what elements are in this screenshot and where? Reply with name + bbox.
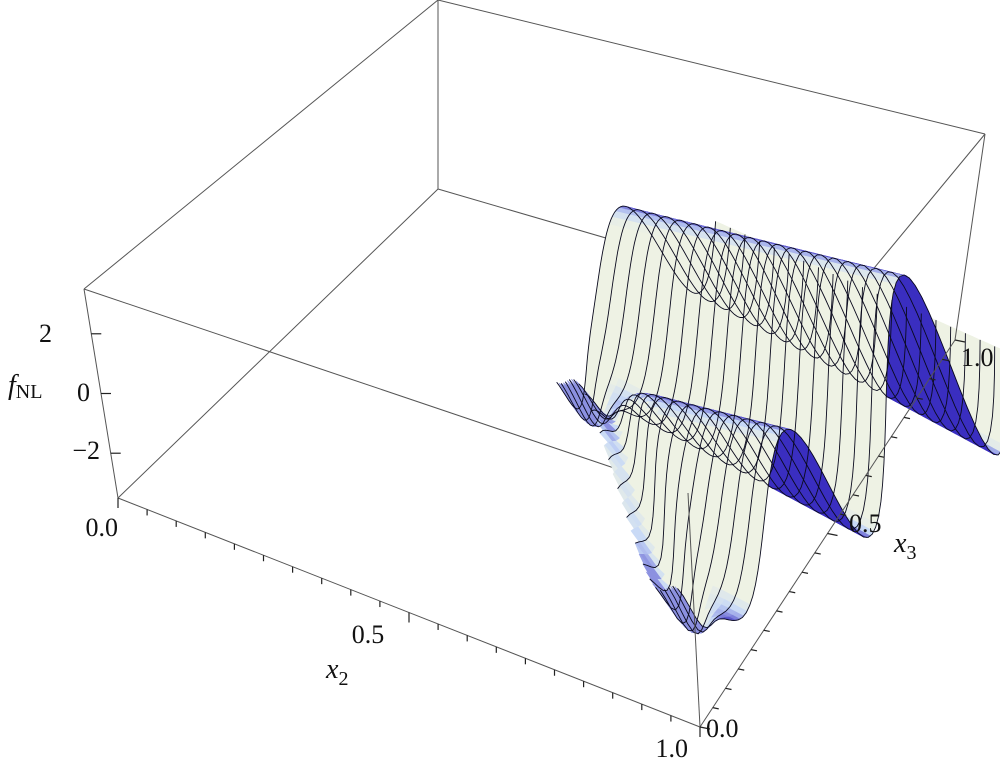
tick-mark [738,668,745,671]
surface-patch [877,400,887,426]
x2-tick-label: 0.0 [86,513,119,542]
z-tick-label: 2 [39,319,52,348]
surface-patch [876,442,886,467]
surface-patch [805,354,815,377]
tick-mark [776,610,783,613]
mesh-line [655,257,937,611]
x2-axis-label-sub: 2 [338,668,348,690]
surface-patch [856,371,866,397]
surface-patch [996,429,1000,444]
tick-mark [891,436,898,439]
mesh-line [635,247,893,544]
x3-tick-label: 0.5 [849,509,882,538]
tick-mark [840,513,847,516]
tick-mark [801,571,809,574]
mesh-line [664,264,966,632]
box-edge [83,0,439,290]
mesh-line [677,274,1000,629]
mesh-line [626,243,878,518]
tick-mark [903,416,911,420]
surface-patch [994,345,1000,374]
surface-patch [855,413,864,438]
surface-patch [848,389,858,415]
box-edge [687,492,701,728]
surface-mesh [556,205,1000,635]
box-edge [954,133,986,341]
tick-mark [750,649,758,652]
tick-mark [942,358,949,362]
surface-patch [842,366,851,391]
x2-tick-label: 0.5 [352,620,385,649]
mesh-line [584,226,805,426]
surface-patch [870,397,880,423]
mesh-line [608,237,849,460]
tick-mark [827,532,838,537]
surface-patch [863,374,873,399]
tick-mark [954,339,966,343]
x3-axis-label-sub: 3 [906,542,916,564]
tick-marks [91,333,966,737]
surface-patch [834,384,843,409]
x2-axis-label-main: x [325,654,339,685]
surface-patch [841,386,851,412]
z-tick-label: 0 [77,378,90,407]
x3-tick-label: 0.0 [706,714,739,743]
surface-patch [863,395,872,420]
box-edge [437,0,986,135]
z-tick-label: −2 [72,436,100,465]
mesh-line [668,267,981,635]
x2-axis-label: x2 [325,654,348,690]
mesh-line [649,254,922,592]
mesh-line [672,271,996,633]
x3-axis-label: x3 [893,528,916,564]
mesh-line [564,212,746,427]
tick-mark [699,726,711,730]
x2-tick-label: 1.0 [656,734,689,763]
z-axis-label-main: f [8,370,19,401]
box-edge [83,288,689,494]
tick-mark [929,378,936,381]
mesh-line [659,261,952,624]
box-edge [117,188,439,499]
surface-patch [849,369,859,394]
surface-patch [840,407,850,431]
tick-mark [865,474,872,478]
mesh-line [556,205,717,410]
surface-patch [847,410,857,435]
tick-mark [878,455,885,458]
surface-patch [877,421,886,447]
mesh-line [591,230,819,434]
surface-patch [942,322,952,351]
mesh-line [568,216,761,428]
z-axis-label-sub: NL [16,381,43,403]
tick-mark [916,397,923,400]
surface-patch [855,392,865,417]
mesh-line [578,223,790,420]
tick-mark [725,687,732,691]
x3-tick-label: 1.0 [961,343,994,372]
mesh-line [617,240,863,489]
x3-axis-label-main: x [893,528,907,559]
tick-mark [814,552,821,555]
surface-patch [862,416,872,441]
tick-mark [763,629,770,633]
tick-mark [789,590,796,594]
surface-patch [819,378,829,403]
mesh-line [642,250,908,569]
tick-mark [712,707,719,710]
surface-patch [834,364,844,388]
z-axis-label: fNL [8,370,42,403]
mesh-line [560,209,731,421]
surface-patch [869,419,879,444]
tick-mark [852,494,860,497]
